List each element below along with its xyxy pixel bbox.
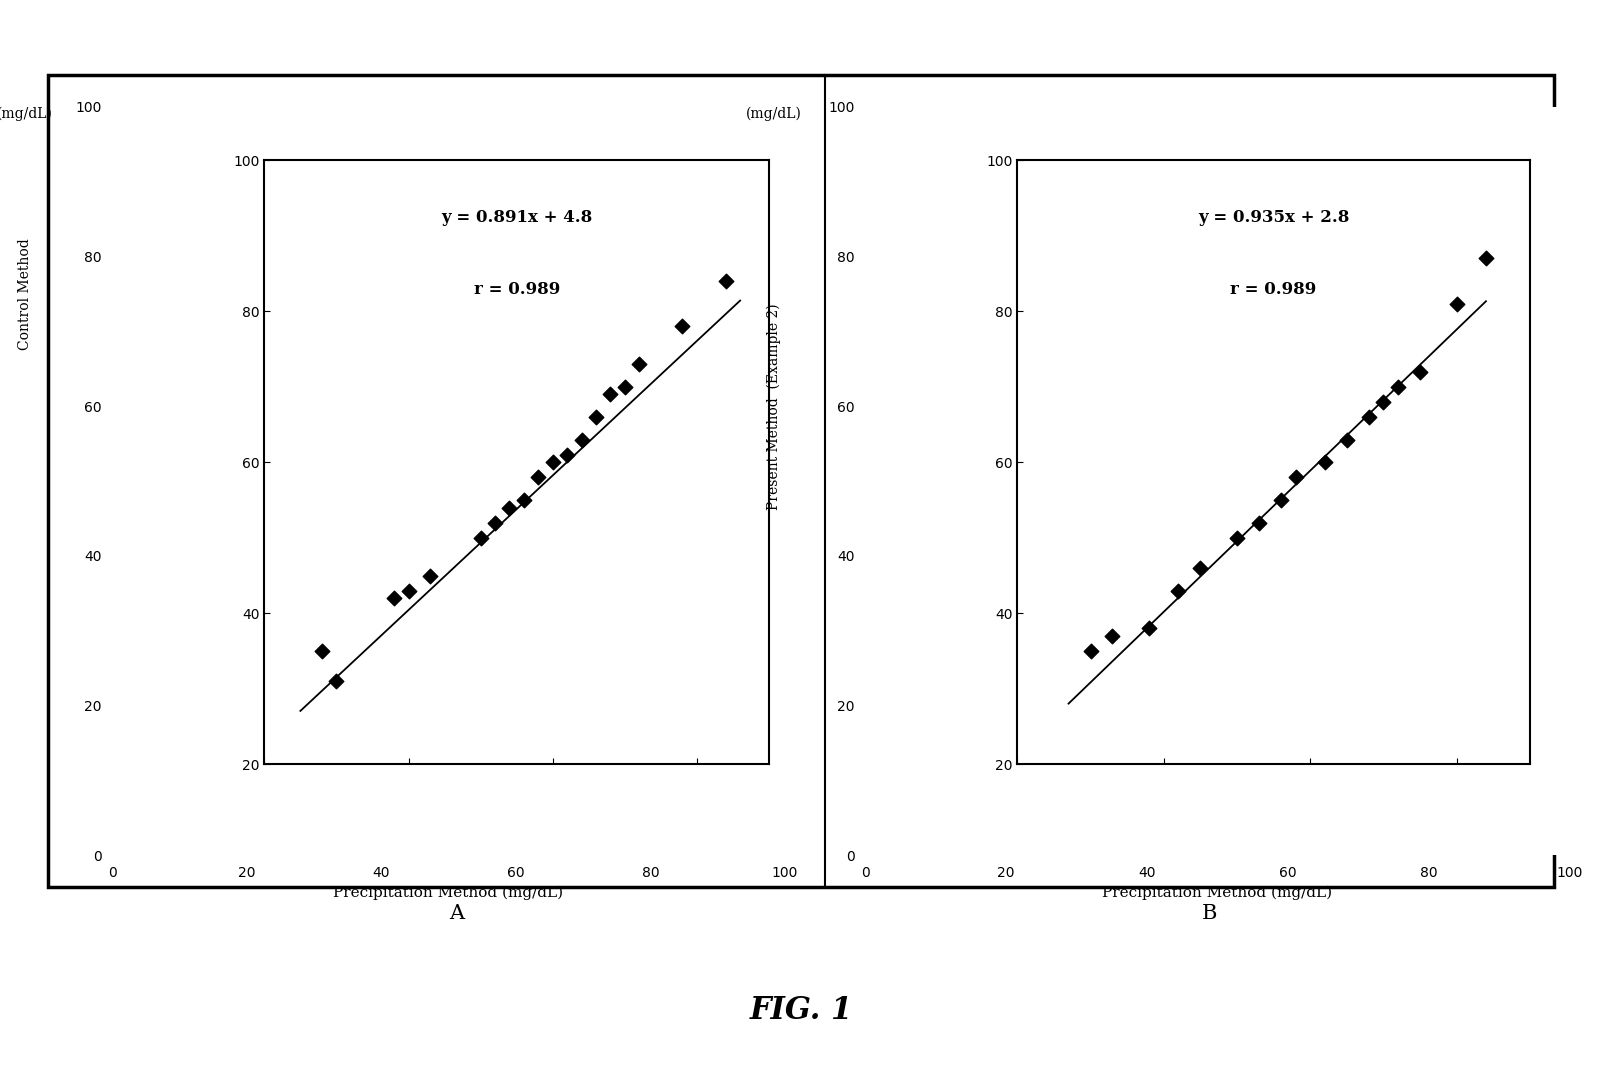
- Point: [381, 590, 407, 607]
- Point: [1474, 250, 1499, 267]
- Point: [1371, 393, 1397, 410]
- Point: [417, 567, 442, 584]
- Point: [569, 431, 594, 448]
- Text: y = 0.891x + 4.8: y = 0.891x + 4.8: [441, 208, 593, 226]
- Point: [612, 378, 638, 396]
- Point: [713, 273, 739, 290]
- Point: [540, 454, 566, 471]
- Point: [1355, 408, 1381, 425]
- Point: [1443, 295, 1469, 312]
- Point: [309, 642, 335, 660]
- Text: (mg/dL): (mg/dL): [0, 107, 53, 121]
- Point: [468, 529, 493, 546]
- Point: [1269, 492, 1294, 509]
- Point: [626, 356, 652, 373]
- Point: [497, 499, 522, 516]
- Point: [670, 317, 695, 335]
- Point: [511, 492, 537, 509]
- Text: y = 0.935x + 2.8: y = 0.935x + 2.8: [1198, 208, 1349, 226]
- X-axis label: Precipitation Method (mg/dL): Precipitation Method (mg/dL): [1102, 885, 1333, 899]
- X-axis label: Precipitation Method (mg/dL): Precipitation Method (mg/dL): [333, 885, 564, 899]
- Point: [554, 446, 580, 463]
- Point: [1187, 559, 1213, 576]
- Point: [1136, 620, 1161, 637]
- Text: B: B: [1202, 904, 1218, 924]
- Text: Present Method  (Example 2): Present Method (Example 2): [766, 303, 780, 510]
- Point: [1166, 583, 1192, 600]
- Point: [1283, 469, 1309, 486]
- Point: [1246, 514, 1272, 531]
- Point: [583, 408, 609, 425]
- Text: r = 0.989: r = 0.989: [1230, 281, 1317, 298]
- Point: [1386, 378, 1411, 396]
- Point: [1312, 454, 1338, 471]
- Point: [1224, 529, 1250, 546]
- Point: [1099, 628, 1125, 645]
- Point: [525, 469, 551, 486]
- Text: FIG. 1: FIG. 1: [750, 995, 852, 1025]
- Point: [396, 583, 421, 600]
- Text: r = 0.989: r = 0.989: [474, 281, 559, 298]
- Text: (mg/dL): (mg/dL): [745, 107, 801, 121]
- Point: [1407, 363, 1432, 381]
- Point: [598, 386, 623, 403]
- Point: [482, 514, 508, 531]
- Text: A: A: [449, 904, 465, 924]
- Point: [1334, 431, 1360, 448]
- Text: Control Method: Control Method: [18, 238, 32, 350]
- Point: [324, 672, 349, 690]
- Point: [1078, 642, 1104, 660]
